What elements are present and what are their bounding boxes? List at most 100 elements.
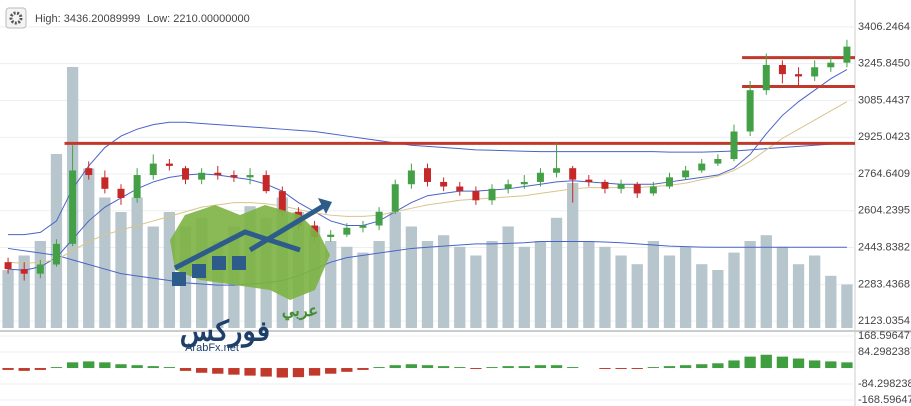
- candle-body: [407, 170, 415, 185]
- macd-bar: [244, 368, 256, 376]
- volume-bar: [502, 226, 514, 328]
- candle-body: [569, 168, 577, 180]
- volume-bar: [115, 212, 127, 328]
- macd-bar: [470, 368, 482, 369]
- candle-body: [375, 211, 383, 226]
- volume-bar: [809, 255, 821, 328]
- macd-bar: [567, 367, 579, 369]
- volume-bar: [212, 241, 224, 328]
- macd-bar: [502, 366, 514, 369]
- candle-body: [69, 170, 77, 244]
- y-tick-label: 2283.4368: [858, 278, 910, 290]
- macd-bar: [276, 368, 288, 378]
- volume-bar: [357, 252, 369, 328]
- logo-icon: [172, 272, 186, 286]
- logo-site: ArabFx.net: [185, 342, 239, 354]
- indicator-line: [7, 241, 847, 286]
- macd-bar: [421, 365, 434, 369]
- y-tick-label: 3406.2464: [858, 21, 910, 33]
- volume-bar: [792, 264, 805, 328]
- candle-body: [520, 181, 528, 185]
- y-tick-label: 3245.8450: [858, 58, 910, 70]
- macd-bar: [389, 365, 401, 369]
- macd-bar: [760, 354, 772, 369]
- macd-bar: [228, 368, 240, 375]
- high-label: High: 3436.20089999: [35, 13, 140, 25]
- y-tick-label: 2123.0354: [858, 315, 910, 327]
- volume-bar: [454, 246, 466, 328]
- volume-bar: [405, 226, 418, 328]
- candle-body: [617, 184, 625, 189]
- volume-bar: [325, 241, 337, 328]
- volume-bar: [2, 270, 14, 328]
- macd-bar: [454, 367, 466, 369]
- settings-button[interactable]: [5, 7, 27, 29]
- candle-body: [843, 46, 851, 63]
- volume-bar: [599, 246, 611, 328]
- macd-bar: [83, 361, 95, 369]
- candle-body: [85, 168, 93, 176]
- macd-bar: [744, 356, 756, 369]
- macd-bar: [131, 365, 143, 369]
- y-tick-label: 84.2982387: [858, 346, 911, 358]
- candle-body: [488, 188, 496, 201]
- macd-bar: [696, 364, 708, 369]
- candle-body: [456, 186, 464, 192]
- candle-body: [101, 177, 109, 189]
- macd-bar: [631, 368, 643, 369]
- volume-bar: [534, 241, 547, 328]
- volume-bar: [341, 246, 353, 328]
- volume-bar: [486, 241, 498, 328]
- macd-bar: [341, 368, 353, 372]
- volume-bar: [744, 241, 756, 328]
- volume-bar: [518, 246, 530, 328]
- volume-bar: [83, 168, 95, 328]
- candle-body: [424, 168, 431, 182]
- candle-body: [343, 227, 351, 235]
- macd-bar: [486, 367, 498, 369]
- y-tick-label: 2925.0423: [858, 131, 910, 143]
- candle-body: [730, 131, 738, 159]
- volume-bar: [615, 255, 627, 328]
- volume-bar: [99, 197, 111, 328]
- macd-bar: [405, 364, 418, 369]
- indicator-line: [8, 121, 847, 236]
- macd-bar: [518, 366, 530, 369]
- volume-bar: [825, 275, 837, 328]
- macd-bar: [647, 367, 659, 369]
- candle-body: [440, 181, 448, 187]
- volume-bar: [550, 217, 563, 328]
- indicator-line: [8, 69, 848, 271]
- macd-bar: [792, 358, 805, 369]
- macd-bar: [712, 363, 724, 369]
- macd-bar: [196, 368, 208, 373]
- volume-bar: [647, 241, 659, 328]
- candle-body: [601, 181, 609, 189]
- candle-body: [633, 184, 641, 194]
- macd-bar: [179, 368, 192, 371]
- candle-body: [4, 262, 12, 270]
- candle-body: [327, 234, 335, 237]
- y-tick-label: 2764.6409: [858, 168, 910, 180]
- macd-bar: [437, 366, 450, 369]
- candle-body: [649, 186, 657, 194]
- macd-bar: [115, 364, 127, 369]
- y-tick-label: 2604.2395: [858, 205, 910, 217]
- volume-bar: [841, 284, 853, 328]
- candle-body: [359, 225, 367, 228]
- volume-bar: [421, 241, 434, 328]
- candle-body: [585, 179, 593, 182]
- gear-icon: [9, 11, 23, 25]
- macd-bar: [308, 368, 321, 376]
- candle-body: [472, 191, 480, 201]
- macd-bar: [534, 365, 547, 369]
- macd-bar: [599, 368, 611, 369]
- candle-body: [536, 172, 544, 182]
- candle-body: [262, 175, 270, 192]
- macd-bar: [34, 368, 46, 370]
- macd-bar: [809, 360, 821, 369]
- volume-bar: [131, 197, 143, 328]
- macd-bar: [163, 367, 176, 369]
- volume-bar: [389, 212, 401, 328]
